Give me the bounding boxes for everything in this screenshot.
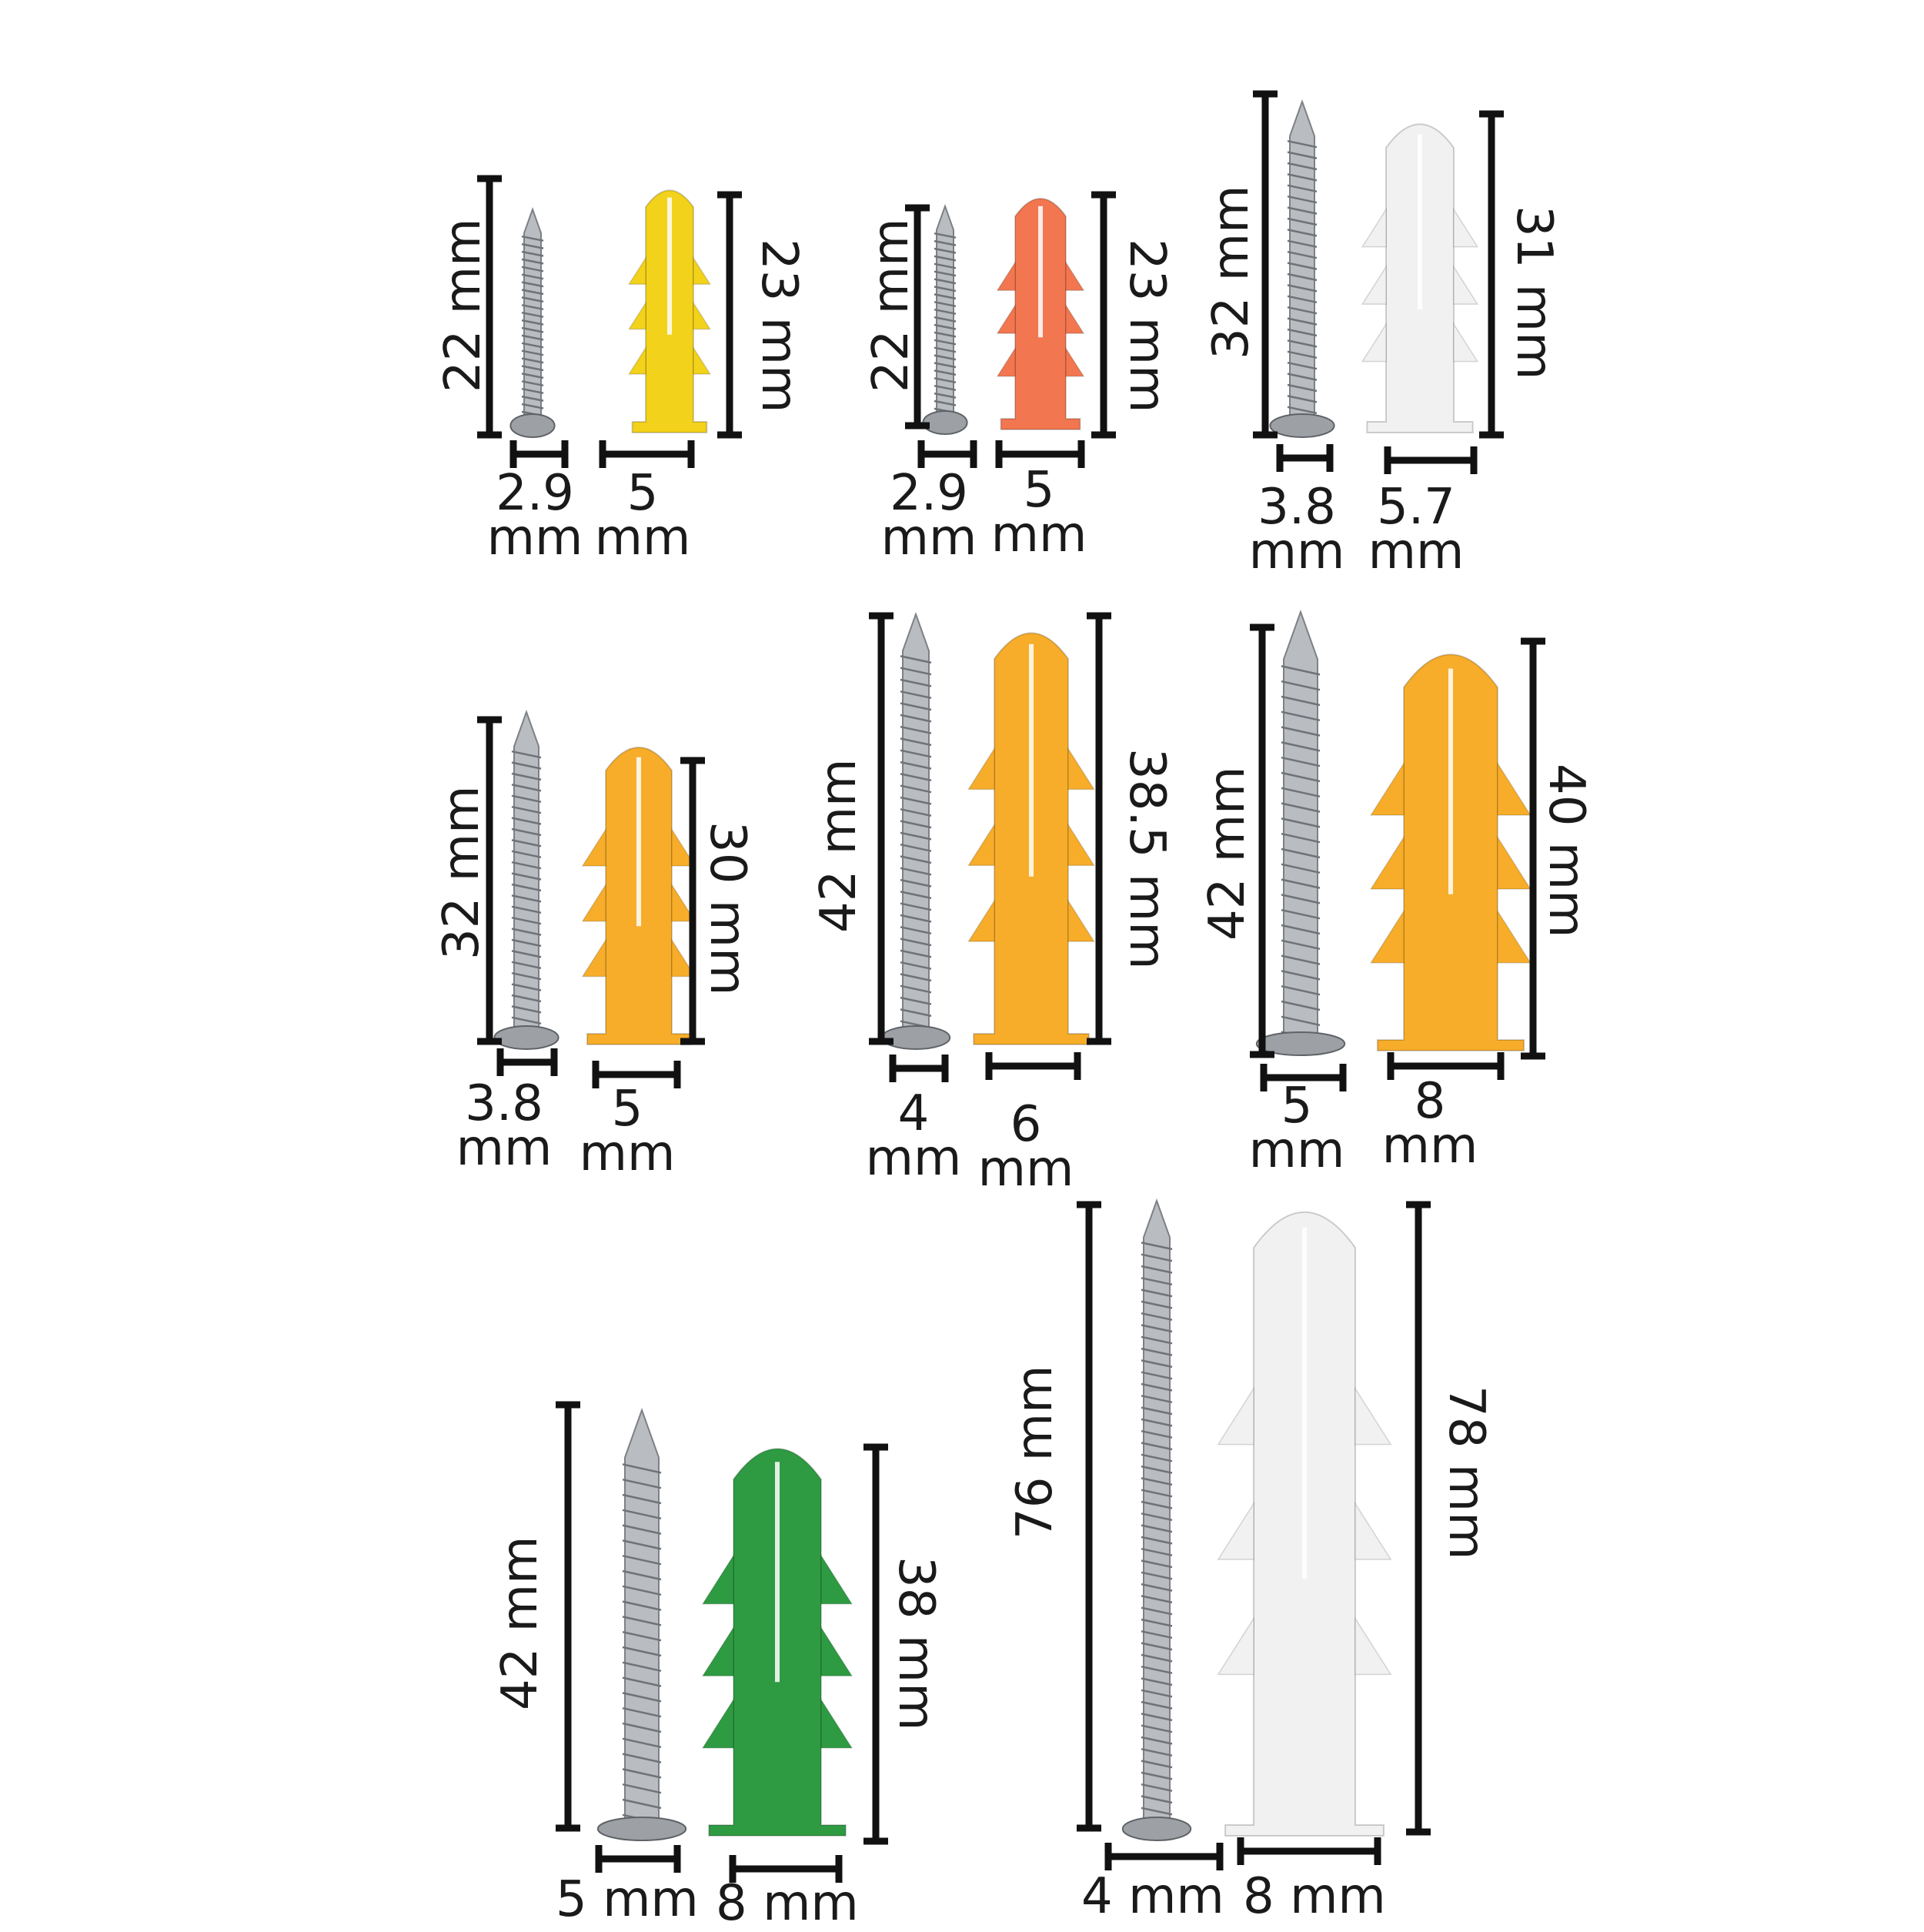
set4-screw	[493, 710, 559, 1050]
set1-plug-length-label: 23 mm	[750, 239, 807, 413]
set8-plug-length-label: 78 mm	[1438, 1385, 1495, 1560]
set3-plug-diameter-value: 5.7	[1377, 479, 1455, 536]
set3-plug-length-label: 31 mm	[1505, 206, 1562, 380]
set2-plug-diameter-label: 5 mm	[989, 462, 1089, 563]
set1-screw-diameter-value: 2.9	[496, 465, 574, 522]
set4-plug-diameter-unit: mm	[579, 1125, 676, 1182]
set6-plug-diameter-label: 8 mm	[1380, 1073, 1480, 1175]
set7-plug	[701, 1448, 853, 1837]
set4-plug-diameter-value: 5	[611, 1081, 643, 1138]
set7-screw-diameter-label: 5 mm	[556, 1871, 699, 1928]
set7-plug-diameter-label: 8 mm	[716, 1875, 859, 1932]
set4-screw-diameter-label: 3.8 mm	[454, 1075, 554, 1177]
set6-screw-diameter-value: 5	[1281, 1078, 1313, 1135]
set1-screw-diameter-unit: mm	[486, 510, 583, 567]
set2-plug-diameter-value: 5	[1023, 462, 1055, 519]
set2-plug-length-label: 23 mm	[1118, 239, 1175, 413]
set8-screw-length-label: 76 mm	[1007, 1365, 1064, 1539]
set5-screw-length-label: 42 mm	[810, 758, 867, 933]
set6-screw-diameter-label: 5 mm	[1247, 1078, 1347, 1179]
set2-screw-diameter-unit: mm	[880, 510, 977, 567]
set1-screw-diameter-label: 2.9 mm	[485, 465, 585, 567]
set5-plug-diameter-value: 6	[1010, 1096, 1042, 1153]
set6-screw-diameter-unit: mm	[1248, 1122, 1345, 1179]
set5-plug-diameter-unit: mm	[977, 1141, 1074, 1198]
set5-plug	[967, 632, 1095, 1045]
set6-plug-diameter-value: 8	[1414, 1073, 1446, 1130]
set1-plug-diameter-unit: mm	[594, 510, 691, 567]
set8-screw-diameter-label: 4 mm	[1081, 1868, 1224, 1925]
set8-plug-diameter-label: 8 mm	[1243, 1868, 1386, 1925]
set2-screw	[922, 204, 968, 435]
set1-plug	[627, 189, 712, 433]
set4-plug-diameter-label: 5 mm	[577, 1081, 677, 1182]
set1-plug-diameter-value: 5	[626, 465, 659, 522]
set5-plug-diameter-label: 6 mm	[976, 1096, 1076, 1198]
set3-plug-diameter-label: 5.7 mm	[1366, 479, 1466, 580]
set6-screw-length-label: 42 mm	[1199, 766, 1256, 941]
set1-screw-length-label: 22 mm	[435, 218, 492, 393]
set5-screw-diameter-value: 4	[897, 1085, 930, 1142]
set2-plug	[996, 197, 1085, 430]
set4-plug-length-label: 30 mm	[699, 821, 756, 996]
set3-screw	[1269, 99, 1335, 438]
set5-screw	[880, 612, 951, 1050]
set8-screw	[1121, 1198, 1192, 1841]
set5-screw-diameter-label: 4 mm	[863, 1085, 964, 1187]
set3-plug-diameter-unit: mm	[1368, 523, 1465, 580]
set6-plug	[1369, 653, 1532, 1051]
set2-screw-length-label: 22 mm	[863, 218, 920, 393]
set5-screw-diameter-unit: mm	[865, 1130, 962, 1187]
set2-screw-diameter-value: 2.9	[890, 465, 968, 522]
set4-screw-diameter-unit: mm	[456, 1120, 553, 1177]
set6-screw	[1255, 610, 1346, 1056]
set7-screw	[596, 1408, 687, 1841]
set1-plug-diameter-label: 5 mm	[593, 465, 693, 567]
set7-screw-length-label: 42 mm	[492, 1536, 549, 1710]
set6-plug-length-label: 40 mm	[1538, 764, 1595, 938]
set3-screw-diameter-value: 3.8	[1258, 479, 1336, 536]
set4-screw-length-label: 32 mm	[433, 785, 490, 960]
set3-screw-diameter-unit: mm	[1248, 523, 1345, 580]
set6-plug-diameter-unit: mm	[1381, 1118, 1478, 1175]
set2-screw-diameter-label: 2.9 mm	[879, 465, 979, 567]
set4-screw-diameter-value: 3.8	[465, 1075, 543, 1132]
set4-plug	[581, 746, 696, 1045]
set1-screw	[509, 207, 556, 438]
set7-plug-length-label: 38 mm	[887, 1556, 944, 1731]
set3-screw-diameter-label: 3.8 mm	[1247, 479, 1347, 580]
set8-plug	[1217, 1211, 1392, 1837]
set2-plug-diameter-unit: mm	[990, 506, 1087, 563]
set3-screw-length-label: 32 mm	[1203, 185, 1260, 359]
set3-plug	[1361, 123, 1479, 433]
set5-plug-length-label: 38.5 mm	[1118, 748, 1175, 970]
